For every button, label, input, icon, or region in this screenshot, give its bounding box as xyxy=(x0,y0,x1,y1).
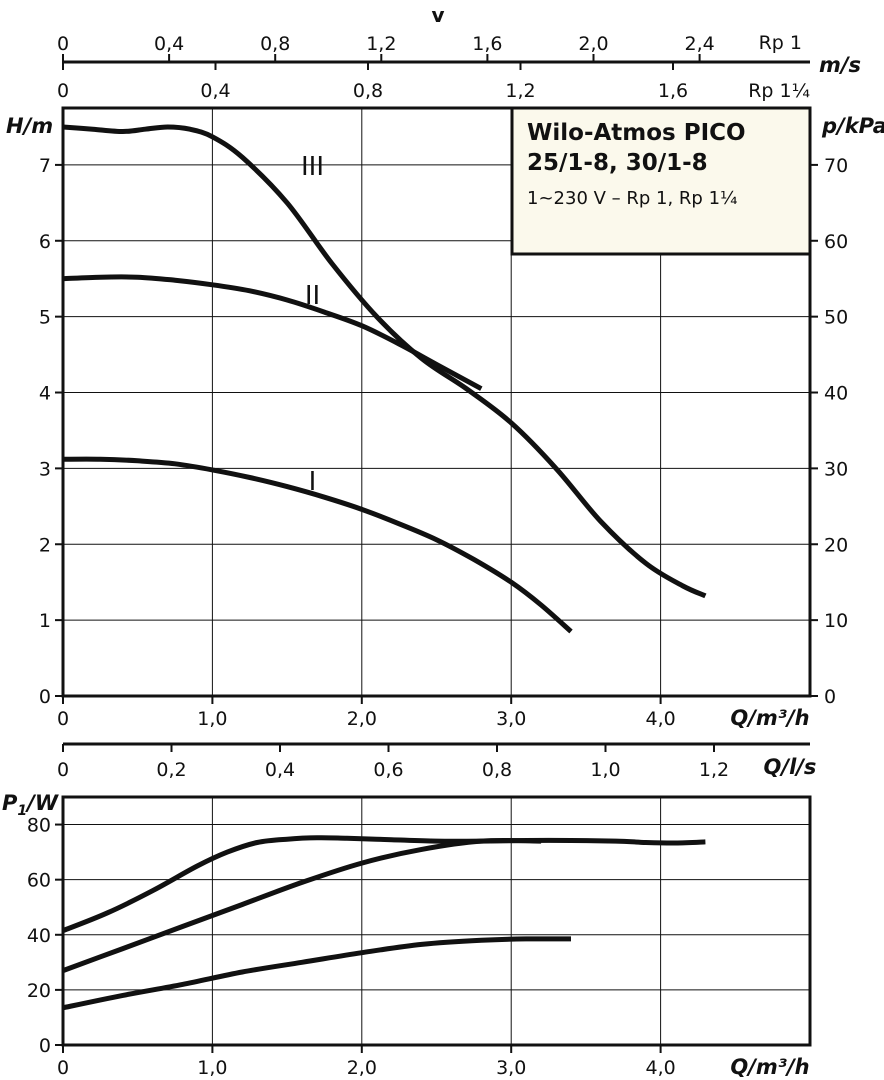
rp1-tick-label: 0 xyxy=(57,33,69,55)
x-tick-label: 3,0 xyxy=(496,708,526,730)
x-tick-label: 1,0 xyxy=(197,708,227,730)
y-tick-label: 2 xyxy=(39,534,51,556)
x-axis-label: Q/m³/h xyxy=(730,1055,809,1079)
y2-tick-label: 60 xyxy=(824,231,848,253)
rp114-tick-label: 1,6 xyxy=(658,80,688,102)
y-tick-label: 20 xyxy=(27,980,51,1002)
y-axis-label: H/m xyxy=(6,114,53,138)
flow-ls-tick-label: 0,8 xyxy=(482,759,512,781)
flow-ls-tick-label: 0,4 xyxy=(265,759,295,781)
rp114-tick-label: 0 xyxy=(57,80,69,102)
y-axis-label: P1/W xyxy=(2,791,59,819)
y-tick-label: 80 xyxy=(27,815,51,837)
rp1-tick-label: 1,2 xyxy=(366,33,396,55)
y-tick-label: 0 xyxy=(39,1035,51,1057)
rp114-tick-label: 0,4 xyxy=(200,80,230,102)
y-tick-label: 6 xyxy=(39,231,51,253)
y-tick-label: 1 xyxy=(39,610,51,632)
flow-ls-axis-group: 0 0,2 0,4 0,6 0,8 1,0 1,2 xyxy=(57,742,810,781)
curve-ii xyxy=(62,274,483,391)
rp114-tick-label: 1,2 xyxy=(505,80,535,102)
plot-frame xyxy=(61,795,812,1047)
info-box-subtitle: 1~230 V – Rp 1, Rp 1¼ xyxy=(527,188,737,209)
x-tick-label: 0 xyxy=(57,1057,69,1079)
y-tick-label: 4 xyxy=(39,383,51,405)
curve-iii xyxy=(62,124,707,599)
curve-label-i: I xyxy=(309,467,317,497)
flow-ls-tick-label: 0,2 xyxy=(156,759,186,781)
curve-ii xyxy=(62,837,542,973)
power-chart: 0 20 40 60 80 0 1,0 2,0 3,0 4,0 Q/m³/h P1/W xyxy=(2,791,812,1079)
x-axis-label: Q/m³/h xyxy=(730,706,809,730)
curve-i xyxy=(62,936,572,1011)
curve-label-ii: II xyxy=(305,281,320,311)
y2-tick-label: 0 xyxy=(824,686,836,708)
flow-ls-tick-label: 0,6 xyxy=(373,759,403,781)
x-tick-label: 2,0 xyxy=(347,1057,377,1079)
rp1-tick-label: 2,0 xyxy=(578,33,608,55)
x-tick-label: 0 xyxy=(57,708,69,730)
flow-ls-tick-label: 1,2 xyxy=(699,759,729,781)
y-tick-label: 5 xyxy=(39,307,51,329)
curve-iii xyxy=(62,835,706,933)
y2-tick-label: 40 xyxy=(824,383,848,405)
rp114-scale-label: Rp 1¼ xyxy=(748,80,810,102)
y2-tick-label: 10 xyxy=(824,610,848,632)
info-box xyxy=(510,106,812,256)
y2-axis-label: p/kPa xyxy=(821,114,884,138)
x-tick-label: 2,0 xyxy=(347,708,377,730)
y-tick-label: 7 xyxy=(39,155,51,177)
curve-i xyxy=(62,456,573,634)
y-tick-label: 60 xyxy=(27,870,51,892)
rp114-tick-label: 0,8 xyxy=(353,80,383,102)
velocity-axis-group: 0 0,4 0,8 1,2 1,6 2,0 2,4 0 0,4 0,8 1,2 1,6 xyxy=(57,33,810,102)
x-tick-label: 1,0 xyxy=(197,1057,227,1079)
y-tick-label: 0 xyxy=(39,686,51,708)
velocity-axis-label: v xyxy=(431,3,444,27)
y2-tick-label: 30 xyxy=(824,458,848,480)
y-tick-label: 40 xyxy=(27,925,51,947)
info-box-title-line1: Wilo-Atmos PICO xyxy=(527,120,746,146)
y2-tick-label: 70 xyxy=(824,155,848,177)
x-tick-label: 4,0 xyxy=(645,708,675,730)
flow-ls-tick-label: 0 xyxy=(57,759,69,781)
flow-ls-axis-label: Q/l/s xyxy=(764,755,817,779)
y-tick-label: 3 xyxy=(39,458,51,480)
velocity-unit-label: m/s xyxy=(819,53,861,77)
curve-label-iii: III xyxy=(301,152,324,182)
x-tick-label: 4,0 xyxy=(645,1057,675,1079)
plot-frame xyxy=(61,106,812,698)
rp1-tick-label: 1,6 xyxy=(472,33,502,55)
y2-tick-label: 50 xyxy=(824,307,848,329)
y2-tick-label: 20 xyxy=(824,534,848,556)
info-box-title-line2: 25/1-8, 30/1-8 xyxy=(527,150,708,176)
rp1-scale-label: Rp 1 xyxy=(759,32,802,54)
flow-ls-tick-label: 1,0 xyxy=(590,759,620,781)
x-tick-label: 3,0 xyxy=(496,1057,526,1079)
rp1-tick-label: 0,4 xyxy=(154,33,184,55)
rp1-tick-label: 0,8 xyxy=(260,33,290,55)
rp1-tick-label: 2,4 xyxy=(684,33,714,55)
